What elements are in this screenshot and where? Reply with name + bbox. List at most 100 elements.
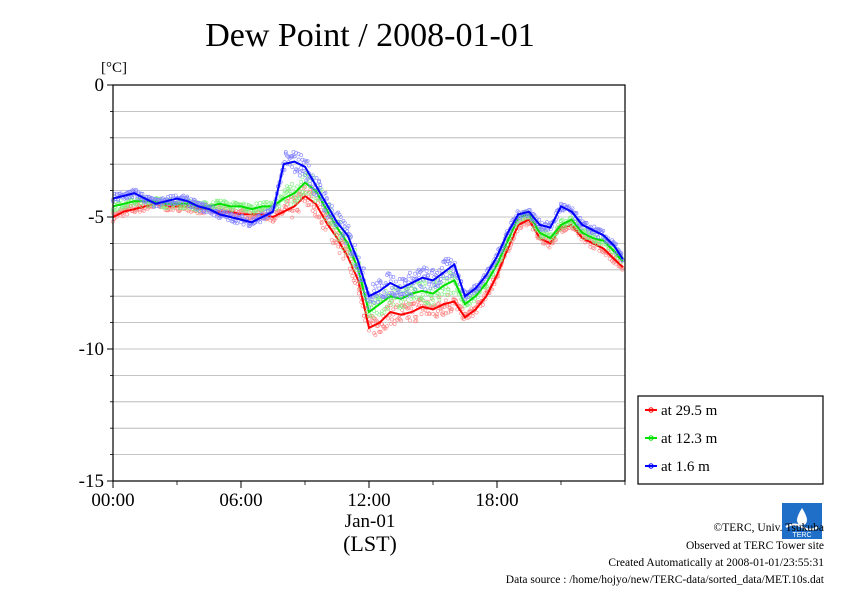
series-sample-dot	[153, 197, 158, 202]
series-sample-dot	[372, 309, 377, 314]
series-sample-dot	[329, 204, 334, 208]
series-sample-dot	[406, 305, 411, 310]
series-sample-dot	[616, 264, 621, 269]
footer-created: Created Automatically at 2008-01-01/23:5…	[608, 557, 824, 569]
y-unit-label: [°C]	[101, 60, 127, 76]
series-sample-dot	[301, 169, 306, 173]
series-sample-dot	[424, 269, 429, 273]
series-sample-dot	[296, 209, 301, 214]
series-sample-dot	[370, 282, 375, 287]
series-sample-dot	[408, 270, 412, 275]
series-sample-dot	[185, 194, 190, 199]
terc-logo-wave-icon	[785, 523, 819, 531]
series-sample-dot	[193, 198, 197, 203]
series-sample-dot	[446, 287, 451, 292]
series-sample-dot	[584, 221, 589, 225]
series-sample-dot	[409, 306, 414, 311]
series-sample-dot	[405, 287, 410, 292]
series-sample-dot	[399, 294, 403, 299]
series-sample-dot	[438, 280, 443, 285]
y-axis-ticks: 0 -5 -10 -15	[79, 75, 113, 492]
series-sample-dot	[431, 311, 435, 316]
series-sample-dot	[424, 311, 429, 316]
series-sample-dot	[404, 278, 409, 282]
series-sample-dot	[341, 246, 346, 251]
series-sample-dot	[386, 316, 391, 321]
series-sample-dot	[180, 201, 185, 205]
series-sample-dot	[620, 267, 625, 272]
series-sample-dot	[258, 220, 263, 225]
x-tick-label: 06:00	[219, 490, 262, 511]
series-sample-dot	[152, 204, 156, 209]
series-sample-dot	[466, 315, 471, 320]
legend-label: at 1.6 m	[661, 459, 710, 475]
series-sample-dot	[157, 204, 161, 209]
series-sample-dot	[204, 210, 209, 215]
series-sample-dot	[314, 214, 319, 219]
series-sample-dot	[390, 286, 394, 290]
series-sample-dot	[434, 312, 439, 317]
series-sample-dot	[399, 318, 403, 323]
series-sample-dot	[289, 202, 293, 207]
x-axis-ticks: 00:00 06:00 12:00 18:00	[91, 481, 626, 511]
series-sample-dot	[172, 201, 177, 206]
series-sample-dot	[378, 329, 383, 334]
series-sample-dot	[344, 241, 348, 246]
series-sample-dot	[420, 292, 425, 297]
series-sample-dot	[542, 236, 547, 241]
series-sample-dot	[265, 208, 270, 213]
series-sample-dot	[396, 289, 401, 294]
series-sample-dot	[443, 311, 448, 316]
series-sample-dot	[139, 191, 144, 196]
series-sample-dot	[323, 209, 328, 214]
series-sample-dot	[443, 298, 448, 303]
series-sample-dot	[145, 203, 150, 208]
series-sample-dot	[372, 300, 377, 305]
series-sample-dot	[297, 173, 302, 178]
series-sample-dot	[370, 314, 375, 319]
series-sample-dot	[299, 165, 304, 170]
series-sample-dot	[295, 167, 300, 172]
series-sample-dot	[392, 322, 397, 327]
series-sample-dot	[321, 203, 325, 207]
series-sample-dot	[437, 268, 442, 273]
series-sample-dot	[445, 276, 449, 280]
series-sample-dot	[291, 208, 296, 213]
series-sample-dot	[406, 315, 411, 319]
footer-observed: Observed at TERC Tower site	[686, 540, 824, 552]
series-sample-dot	[287, 188, 292, 193]
series-sample-dot	[443, 257, 448, 262]
terc-logo-text: TERC	[792, 532, 811, 539]
series-sample-dot	[353, 280, 357, 285]
series-sample-dot	[378, 297, 383, 302]
series-sample-dot	[432, 302, 437, 307]
legend-swatch-dot	[648, 463, 654, 469]
series-sample-dot	[382, 326, 387, 331]
series-sample-dot	[324, 196, 329, 201]
series-sample-dot	[312, 205, 316, 210]
series-sample-dot	[545, 220, 549, 225]
series-sample-dot	[388, 297, 393, 302]
x-tick-label: 18:00	[475, 490, 518, 511]
series-sample-dot	[519, 225, 524, 230]
series-sample-dot	[258, 200, 263, 205]
series-sample-dot	[547, 245, 552, 250]
series-sample-dot	[303, 191, 307, 196]
series-sample-dot	[420, 307, 425, 312]
y-tick-label: -10	[79, 339, 104, 360]
series-sample-dot	[374, 311, 379, 315]
series-sample-dot	[475, 295, 480, 300]
series-sample-dot	[295, 169, 300, 174]
series-sample-dot	[606, 247, 611, 252]
series-sample-dot	[437, 280, 442, 285]
series-sample-dot	[127, 203, 132, 208]
legend-swatch-dot	[648, 435, 654, 441]
series-sample-dot	[441, 313, 446, 317]
series-sample-dot	[367, 305, 371, 310]
series-sample-dot	[230, 208, 234, 213]
x-axis-label: (LST)	[343, 531, 397, 556]
series-sample-dot	[437, 297, 442, 302]
series-sample-dot	[614, 242, 618, 247]
series-sample-dot	[135, 196, 140, 201]
series-sample-dot	[171, 194, 176, 198]
